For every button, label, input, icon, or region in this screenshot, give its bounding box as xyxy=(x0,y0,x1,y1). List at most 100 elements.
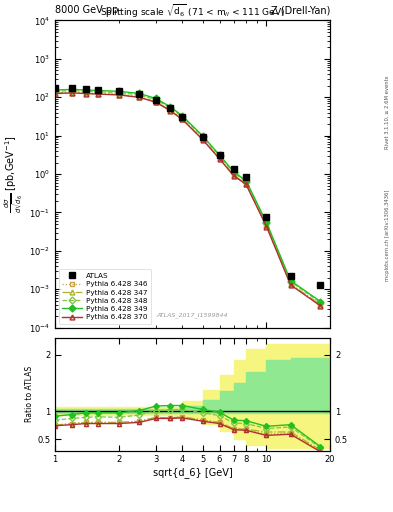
Pythia 6.428 346 xyxy=(217,156,222,162)
Pythia 6.428 346 xyxy=(70,90,74,96)
Pythia 6.428 349 xyxy=(116,88,121,94)
Y-axis label: Ratio to ATLAS: Ratio to ATLAS xyxy=(25,366,34,422)
Pythia 6.428 347 xyxy=(264,222,269,228)
ATLAS xyxy=(70,86,74,92)
Line: ATLAS: ATLAS xyxy=(52,86,323,288)
Pythia 6.428 349 xyxy=(154,95,158,101)
ATLAS xyxy=(154,97,158,103)
Pythia 6.428 349 xyxy=(200,133,205,139)
Pythia 6.428 346 xyxy=(318,303,323,309)
Pythia 6.428 348 xyxy=(154,97,158,103)
Pythia 6.428 370 xyxy=(96,91,101,97)
Pythia 6.428 347 xyxy=(318,302,323,308)
ATLAS xyxy=(180,114,185,120)
Pythia 6.428 370 xyxy=(200,137,205,143)
ATLAS xyxy=(200,134,205,140)
ATLAS xyxy=(84,87,88,93)
Pythia 6.428 347 xyxy=(180,116,185,122)
Pythia 6.428 349 xyxy=(70,87,74,93)
Pythia 6.428 349 xyxy=(84,87,88,93)
Pythia 6.428 370 xyxy=(154,99,158,105)
Pythia 6.428 370 xyxy=(264,223,269,229)
Pythia 6.428 348 xyxy=(116,90,121,96)
Pythia 6.428 347 xyxy=(231,172,236,178)
Pythia 6.428 346 xyxy=(244,181,248,187)
Pythia 6.428 348 xyxy=(200,134,205,140)
Pythia 6.428 348 xyxy=(217,153,222,159)
Pythia 6.428 349 xyxy=(264,219,269,225)
Pythia 6.428 348 xyxy=(84,88,88,94)
Y-axis label: $\frac{d\sigma}{d\sqrt{d_6}}$ [pb,GeV$^{-1}$]: $\frac{d\sigma}{d\sqrt{d_6}}$ [pb,GeV$^{… xyxy=(3,135,26,213)
Pythia 6.428 346 xyxy=(53,90,57,96)
Pythia 6.428 370 xyxy=(53,91,57,97)
Pythia 6.428 349 xyxy=(180,113,185,119)
Pythia 6.428 348 xyxy=(137,92,141,98)
Pythia 6.428 346 xyxy=(84,90,88,96)
Pythia 6.428 349 xyxy=(318,298,323,305)
Pythia 6.428 349 xyxy=(217,152,222,158)
Pythia 6.428 346 xyxy=(96,91,101,97)
Pythia 6.428 370 xyxy=(137,94,141,100)
Pythia 6.428 370 xyxy=(116,92,121,98)
Pythia 6.428 349 xyxy=(168,103,173,110)
Pythia 6.428 347 xyxy=(116,92,121,98)
Pythia 6.428 348 xyxy=(53,88,57,94)
ATLAS xyxy=(137,91,141,97)
Pythia 6.428 346 xyxy=(168,107,173,113)
ATLAS xyxy=(168,105,173,111)
Pythia 6.428 346 xyxy=(231,172,236,178)
ATLAS xyxy=(288,273,293,279)
Pythia 6.428 346 xyxy=(264,223,269,229)
Pythia 6.428 348 xyxy=(244,179,248,185)
Line: Pythia 6.428 348: Pythia 6.428 348 xyxy=(53,88,323,305)
Legend: ATLAS, Pythia 6.428 346, Pythia 6.428 347, Pythia 6.428 348, Pythia 6.428 349, P: ATLAS, Pythia 6.428 346, Pythia 6.428 34… xyxy=(59,269,151,324)
ATLAS xyxy=(116,88,121,94)
Pythia 6.428 349 xyxy=(244,178,248,184)
Pythia 6.428 347 xyxy=(137,94,141,100)
Line: Pythia 6.428 370: Pythia 6.428 370 xyxy=(53,91,323,308)
Text: Z (Drell-Yan): Z (Drell-Yan) xyxy=(271,5,330,15)
Pythia 6.428 370 xyxy=(168,108,173,114)
Pythia 6.428 370 xyxy=(231,173,236,179)
Pythia 6.428 348 xyxy=(288,279,293,285)
Pythia 6.428 346 xyxy=(288,281,293,287)
Pythia 6.428 347 xyxy=(96,91,101,97)
ATLAS xyxy=(264,214,269,220)
Pythia 6.428 347 xyxy=(70,90,74,96)
Pythia 6.428 349 xyxy=(96,88,101,94)
Pythia 6.428 348 xyxy=(264,220,269,226)
ATLAS xyxy=(53,86,57,92)
Pythia 6.428 347 xyxy=(154,99,158,105)
Pythia 6.428 349 xyxy=(137,90,141,96)
Pythia 6.428 347 xyxy=(53,90,57,96)
ATLAS xyxy=(318,282,323,288)
Pythia 6.428 347 xyxy=(244,181,248,187)
Pythia 6.428 346 xyxy=(154,99,158,105)
Pythia 6.428 348 xyxy=(70,88,74,94)
Title: Splitting scale $\sqrt{\mathregular{d_6}}$ (71 < m$_{ll}$ < 111 GeV): Splitting scale $\sqrt{\mathregular{d_6}… xyxy=(100,3,285,20)
Pythia 6.428 370 xyxy=(244,181,248,187)
Pythia 6.428 348 xyxy=(168,105,173,111)
Pythia 6.428 346 xyxy=(137,94,141,100)
X-axis label: sqrt{d_6} [GeV]: sqrt{d_6} [GeV] xyxy=(153,467,232,478)
Line: Pythia 6.428 346: Pythia 6.428 346 xyxy=(53,90,323,308)
Pythia 6.428 346 xyxy=(200,136,205,142)
ATLAS xyxy=(231,166,236,172)
Pythia 6.428 370 xyxy=(180,116,185,122)
Text: 8000 GeV pp: 8000 GeV pp xyxy=(55,5,118,15)
ATLAS xyxy=(217,152,222,158)
Text: Rivet 3.1.10, ≥ 2.6M events: Rivet 3.1.10, ≥ 2.6M events xyxy=(385,76,389,150)
Line: Pythia 6.428 347: Pythia 6.428 347 xyxy=(53,90,323,307)
Pythia 6.428 349 xyxy=(231,169,236,175)
Pythia 6.428 347 xyxy=(288,281,293,287)
Pythia 6.428 347 xyxy=(200,136,205,142)
Pythia 6.428 348 xyxy=(96,89,101,95)
Pythia 6.428 370 xyxy=(84,91,88,97)
Pythia 6.428 348 xyxy=(231,170,236,176)
Pythia 6.428 348 xyxy=(318,300,323,306)
Pythia 6.428 347 xyxy=(217,156,222,162)
Pythia 6.428 346 xyxy=(116,92,121,98)
Pythia 6.428 370 xyxy=(318,303,323,309)
Line: Pythia 6.428 349: Pythia 6.428 349 xyxy=(53,87,323,304)
Pythia 6.428 347 xyxy=(168,107,173,113)
